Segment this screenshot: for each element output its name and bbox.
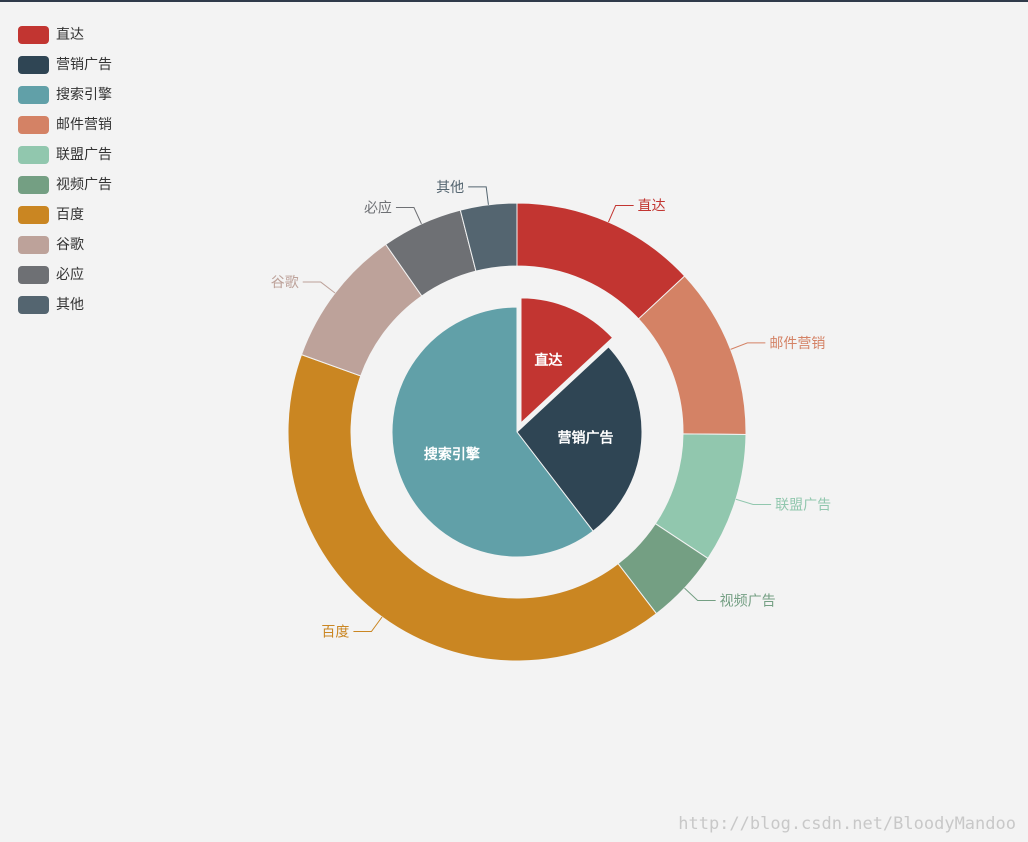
outer-slice-label-line xyxy=(302,281,336,294)
legend-item[interactable]: 必应 xyxy=(18,260,112,290)
legend-swatch xyxy=(18,26,49,44)
outer-slice-label-line xyxy=(353,616,383,633)
legend-label: 营销广告 xyxy=(56,57,112,73)
inner-slice[interactable] xyxy=(391,306,594,558)
legend-item[interactable]: 视频广告 xyxy=(18,170,112,200)
outer-slice-label-line xyxy=(684,587,716,601)
inner-slice-label: 营销广告 xyxy=(558,430,614,447)
legend-label: 百度 xyxy=(56,207,84,223)
outer-slice-label: 邮件营销 xyxy=(769,336,825,352)
legend-swatch xyxy=(18,296,49,314)
inner-slice[interactable] xyxy=(516,346,643,532)
legend-label: 视频广告 xyxy=(56,177,112,193)
legend-item[interactable]: 邮件营销 xyxy=(18,110,112,140)
outer-slice-label-line xyxy=(468,186,489,205)
outer-slice[interactable] xyxy=(459,202,518,272)
outer-slice-label-line xyxy=(735,498,772,506)
top-border xyxy=(0,0,1028,2)
legend-swatch xyxy=(18,56,49,74)
legend-swatch xyxy=(18,146,49,164)
legend-swatch xyxy=(18,266,49,284)
outer-slice-label-line xyxy=(607,205,634,223)
legend-item[interactable]: 搜索引擎 xyxy=(18,80,112,110)
outer-slice[interactable] xyxy=(287,354,658,662)
legend-label: 必应 xyxy=(56,267,84,283)
inner-slice-label: 直达 xyxy=(534,352,562,369)
legend-label: 谷歌 xyxy=(56,237,84,253)
legend: 直达营销广告搜索引擎邮件营销联盟广告视频广告百度谷歌必应其他 xyxy=(18,20,112,320)
legend-swatch xyxy=(18,206,49,224)
inner-slice[interactable] xyxy=(520,297,614,424)
legend-label: 联盟广告 xyxy=(56,147,112,163)
legend-item[interactable]: 百度 xyxy=(18,200,112,230)
outer-slice-label: 百度 xyxy=(321,625,349,641)
legend-item[interactable]: 联盟广告 xyxy=(18,140,112,170)
watermark: http://blog.csdn.net/BloodyMandoo xyxy=(678,814,1016,834)
outer-slice-label-line xyxy=(730,342,766,350)
outer-slice-label: 其他 xyxy=(436,180,464,196)
outer-slice-label: 必应 xyxy=(364,200,392,217)
legend-swatch xyxy=(18,86,49,104)
legend-item[interactable]: 营销广告 xyxy=(18,50,112,80)
legend-item[interactable]: 其他 xyxy=(18,290,112,320)
outer-slice-label-line xyxy=(395,207,422,225)
inner-slice-label: 搜索引擎 xyxy=(424,446,480,463)
legend-label: 搜索引擎 xyxy=(56,87,112,103)
legend-label: 直达 xyxy=(56,27,84,43)
legend-item[interactable]: 直达 xyxy=(18,20,112,50)
legend-swatch xyxy=(18,116,49,134)
legend-swatch xyxy=(18,236,49,254)
outer-slice-label: 谷歌 xyxy=(271,275,299,291)
legend-swatch xyxy=(18,176,49,194)
legend-label: 邮件营销 xyxy=(56,117,112,133)
outer-slice-label: 视频广告 xyxy=(720,593,776,609)
legend-item[interactable]: 谷歌 xyxy=(18,230,112,260)
legend-label: 其他 xyxy=(56,297,84,313)
outer-slice-label: 直达 xyxy=(638,198,666,215)
outer-slice-label: 联盟广告 xyxy=(775,498,831,514)
